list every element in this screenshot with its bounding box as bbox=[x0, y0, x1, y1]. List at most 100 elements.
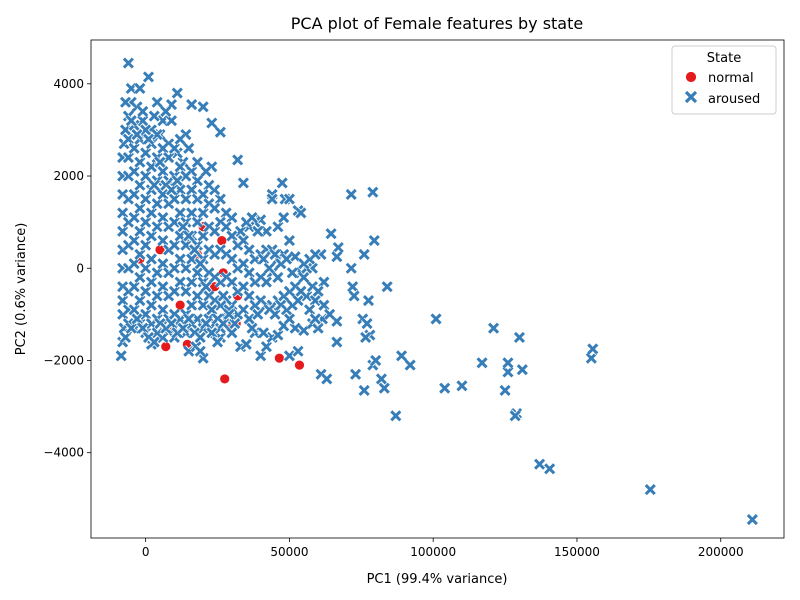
point-aroused bbox=[168, 193, 180, 205]
point-aroused bbox=[746, 513, 758, 526]
point-aroused bbox=[252, 225, 264, 237]
point-aroused bbox=[295, 207, 307, 219]
point-aroused bbox=[157, 258, 169, 270]
point-aroused bbox=[226, 230, 238, 242]
point-aroused bbox=[142, 71, 155, 83]
point-aroused bbox=[186, 253, 198, 265]
point-aroused bbox=[174, 253, 186, 265]
point-aroused bbox=[269, 248, 281, 260]
point-aroused bbox=[134, 179, 146, 191]
point-aroused bbox=[456, 380, 468, 392]
point-aroused bbox=[194, 345, 206, 357]
legend-box bbox=[671, 45, 777, 115]
point-aroused bbox=[165, 184, 178, 196]
point-aroused bbox=[142, 133, 155, 145]
y-axis: −4000 −2000 0 2000 4000 bbox=[43, 77, 91, 460]
point-aroused bbox=[186, 276, 198, 288]
point-aroused bbox=[163, 152, 175, 164]
point-aroused bbox=[151, 290, 163, 302]
point-aroused bbox=[229, 318, 241, 330]
point-aroused bbox=[168, 262, 180, 274]
point-aroused bbox=[134, 156, 146, 168]
legend-entry-normal: normal bbox=[685, 71, 754, 86]
point-aroused bbox=[358, 248, 370, 260]
point-aroused bbox=[289, 322, 301, 334]
point-aroused bbox=[119, 124, 132, 136]
point-aroused bbox=[283, 235, 295, 247]
point-aroused bbox=[117, 294, 129, 307]
point-aroused bbox=[324, 308, 336, 320]
point-aroused bbox=[237, 281, 249, 293]
point-aroused bbox=[534, 458, 546, 470]
point-aroused bbox=[134, 271, 146, 284]
point-aroused bbox=[151, 96, 163, 108]
point-aroused bbox=[214, 193, 226, 205]
point-aroused bbox=[312, 285, 324, 297]
point-aroused bbox=[157, 165, 169, 177]
point-aroused bbox=[180, 170, 192, 182]
point-normal bbox=[273, 352, 285, 364]
legend: State normal aroused bbox=[671, 45, 777, 115]
point-aroused bbox=[145, 276, 157, 288]
point-aroused bbox=[378, 382, 390, 394]
point-aroused bbox=[128, 165, 140, 177]
point-aroused bbox=[151, 267, 163, 279]
point-aroused bbox=[502, 366, 514, 378]
point-aroused bbox=[131, 313, 143, 325]
point-aroused bbox=[375, 373, 387, 385]
point-aroused bbox=[289, 251, 301, 263]
point-aroused bbox=[183, 142, 195, 154]
point-aroused bbox=[157, 304, 169, 316]
point-aroused bbox=[211, 336, 224, 348]
x-tick-label: 0 bbox=[142, 545, 150, 559]
point-aroused bbox=[128, 258, 140, 270]
point-aroused bbox=[325, 228, 337, 240]
point-aroused bbox=[183, 313, 195, 325]
point-aroused bbox=[140, 193, 152, 205]
point-aroused bbox=[257, 327, 270, 339]
point-aroused bbox=[257, 253, 270, 265]
point-aroused bbox=[134, 294, 146, 307]
point-aroused bbox=[516, 364, 528, 376]
point-aroused bbox=[331, 251, 343, 263]
point-aroused bbox=[283, 193, 295, 205]
point-aroused bbox=[272, 271, 284, 284]
point-aroused bbox=[125, 115, 137, 127]
point-aroused bbox=[188, 244, 201, 256]
point-aroused bbox=[180, 262, 192, 274]
point-aroused bbox=[180, 239, 192, 251]
point-aroused bbox=[358, 384, 370, 397]
point-aroused bbox=[160, 105, 172, 118]
point-aroused bbox=[191, 267, 203, 279]
point-aroused bbox=[243, 244, 255, 256]
point-aroused bbox=[272, 221, 284, 233]
point-aroused bbox=[128, 211, 140, 224]
legend-label-normal: normal bbox=[708, 71, 754, 86]
point-aroused bbox=[502, 357, 514, 369]
point-aroused bbox=[140, 262, 152, 274]
point-aroused bbox=[367, 186, 379, 198]
point-aroused bbox=[292, 294, 304, 307]
point-aroused bbox=[217, 318, 229, 330]
point-aroused bbox=[309, 248, 321, 260]
point-aroused bbox=[362, 294, 375, 307]
point-aroused bbox=[260, 276, 272, 288]
point-aroused bbox=[131, 128, 143, 141]
point-aroused bbox=[151, 128, 163, 141]
point-aroused bbox=[122, 133, 134, 145]
x-tick-label: 100000 bbox=[410, 545, 456, 559]
point-aroused bbox=[140, 308, 152, 320]
point-aroused bbox=[137, 322, 149, 334]
point-aroused bbox=[174, 161, 186, 173]
point-aroused bbox=[145, 253, 157, 265]
point-aroused bbox=[206, 117, 218, 129]
plot-area bbox=[115, 56, 759, 526]
x-tick-label: 150000 bbox=[554, 545, 600, 559]
point-aroused bbox=[404, 359, 416, 371]
x-axis-label: PC1 (99.4% variance) bbox=[367, 572, 508, 587]
point-aroused bbox=[148, 179, 160, 191]
point-aroused bbox=[128, 281, 140, 293]
point-aroused bbox=[509, 410, 521, 422]
point-aroused bbox=[183, 230, 195, 242]
point-aroused bbox=[117, 207, 129, 219]
